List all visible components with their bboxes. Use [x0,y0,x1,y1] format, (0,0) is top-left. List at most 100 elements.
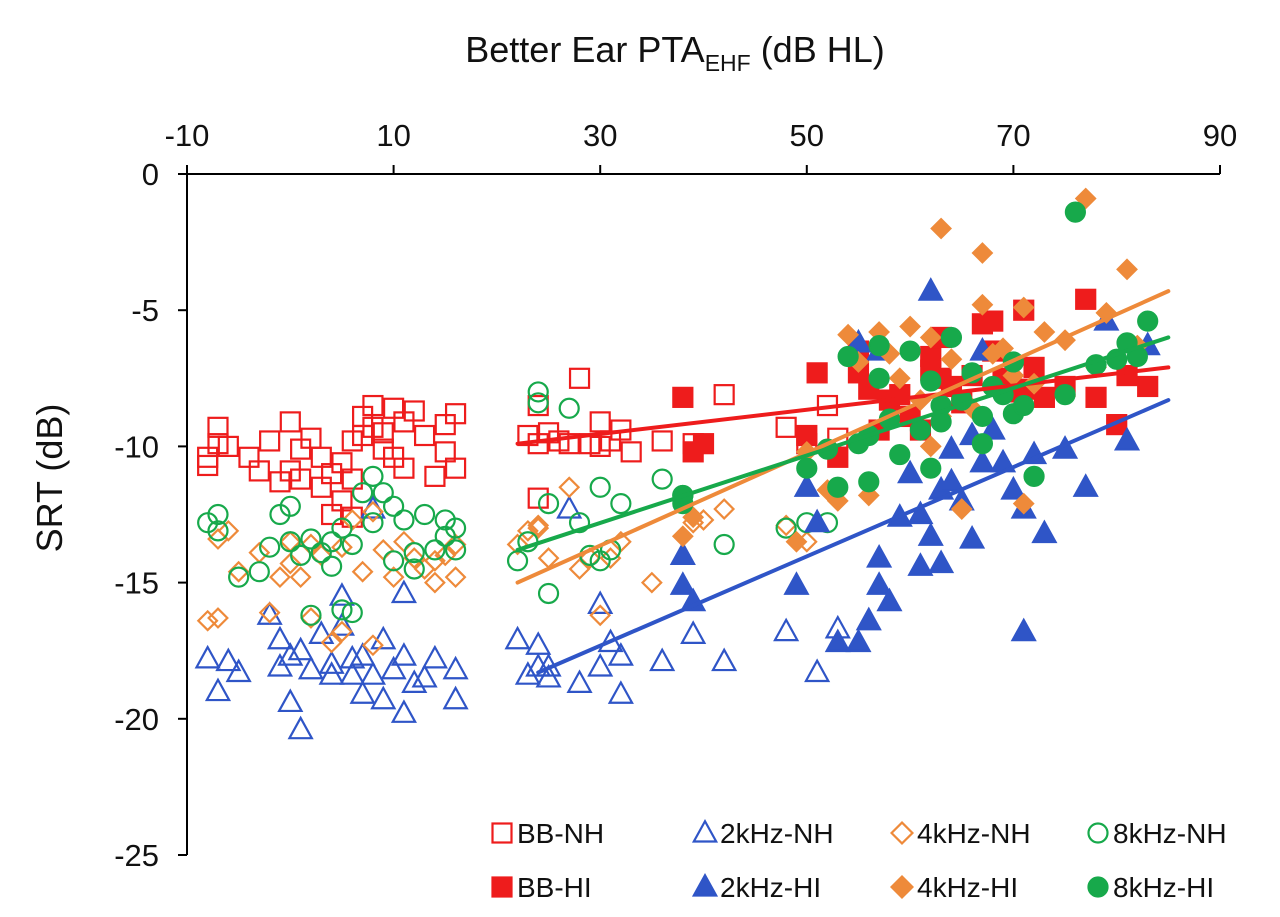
point-8khz-hi [920,457,942,479]
point-4khz-nh [258,601,281,624]
point-bb-nh [259,430,281,452]
point-8khz-nh [341,533,363,556]
point-4khz-hi [899,315,922,338]
point-4khz-nh [516,519,539,542]
x-tick-label: 30 [583,118,617,153]
point-2khz-nh [204,677,232,702]
point-8khz-hi [909,419,932,441]
point-4khz-nh [372,539,395,561]
point-8khz-nh [300,604,322,626]
legend-item: 8kHz-HI [1087,872,1214,903]
point-bb-hi [672,386,694,408]
legend-marker-8khz-nh [1087,822,1109,844]
point-8khz-nh [331,517,353,539]
point-2khz-nh [225,658,252,683]
series-bb-nh [197,367,849,528]
point-2khz-hi [783,571,810,595]
point-2khz-nh [370,685,397,710]
point-2khz-hi [959,524,986,549]
point-4khz-nh [589,604,612,627]
point-8khz-nh [279,495,301,517]
point-2khz-nh [277,642,304,666]
point-8khz-nh [331,599,353,621]
point-2khz-nh [804,658,831,683]
point-4khz-nh [599,547,622,569]
point-2khz-hi [1113,426,1141,451]
point-4khz-hi [930,217,952,240]
point-2khz-nh [359,661,386,685]
point-2khz-nh [328,582,356,606]
point-4khz-nh [527,514,550,537]
point-8khz-nh [228,566,250,588]
point-2khz-nh [649,647,676,672]
point-bb-hi [1075,288,1097,310]
point-4khz-nh [289,566,312,589]
point-4khz-hi [1012,492,1035,515]
point-bb-nh [217,435,239,457]
point-4khz-nh [568,558,591,580]
point-2khz-nh [680,620,707,644]
point-2khz-nh [349,642,376,666]
x-tick-label: 90 [1203,118,1237,153]
point-bb-nh [775,416,797,438]
point-bb-nh [444,403,467,425]
point-2khz-hi [845,628,872,653]
point-4khz-hi [940,348,963,371]
point-4khz-hi [837,323,860,346]
point-2khz-nh [339,661,366,685]
point-4khz-nh [217,519,240,542]
legend-item: 2kHz-HI [691,872,821,903]
point-8khz-nh [383,495,405,517]
point-2khz-nh [587,590,614,614]
point-2khz-hi [917,522,944,546]
point-4khz-nh [393,530,415,553]
point-4khz-nh [362,634,384,657]
point-bb-nh [444,457,467,479]
y-tick-label: 0 [142,157,159,192]
point-8khz-nh [610,493,632,515]
point-2khz-nh [607,680,634,704]
point-8khz-hi [889,443,911,466]
point-8khz-hi [1013,394,1035,417]
x-tick-label: -10 [165,118,210,153]
point-bb-hi [982,310,1004,332]
y-tick-label: -20 [114,702,159,737]
trendlines [515,289,1171,675]
point-4khz-nh [207,607,229,629]
trendline-4khz [515,289,1171,585]
y-tick-label: -5 [131,293,159,328]
point-4khz-nh [527,517,550,540]
point-8khz-nh [589,476,611,498]
point-2khz-nh [442,685,469,710]
point-8khz-hi [868,335,890,357]
point-2khz-nh [566,669,593,693]
point-8khz-hi [827,476,849,498]
point-bb-nh [568,367,591,389]
point-4khz-nh [382,566,405,589]
legend-label: BB-HI [517,872,592,903]
x-axis-title: Better Ear PTAEHF (dB HL) [465,29,884,76]
point-bb-nh [372,422,394,444]
point-8khz-hi [899,340,921,362]
point-bb-nh [393,457,415,479]
legend-label: 4kHz-HI [917,872,1018,903]
point-4khz-nh [403,547,426,569]
point-2khz-hi [669,541,696,565]
legend-marker-bb-hi [491,876,513,898]
point-8khz-nh [352,482,374,504]
point-2khz-nh [390,699,417,723]
point-8khz-hi [940,326,963,349]
point-8khz-hi [868,367,890,389]
point-8khz-nh [207,520,229,542]
point-2khz-nh [287,636,314,661]
series-2khz-nh [194,494,851,740]
point-2khz-hi [876,587,903,612]
point-2khz-nh [266,625,294,650]
point-2khz-nh [711,647,738,672]
point-2khz-hi [1031,519,1058,544]
point-2khz-nh [215,647,242,672]
point-4khz-hi [919,435,942,458]
point-bb-nh [362,394,384,417]
legend-item: 4kHz-HI [889,872,1018,903]
point-8khz-nh [279,531,301,553]
